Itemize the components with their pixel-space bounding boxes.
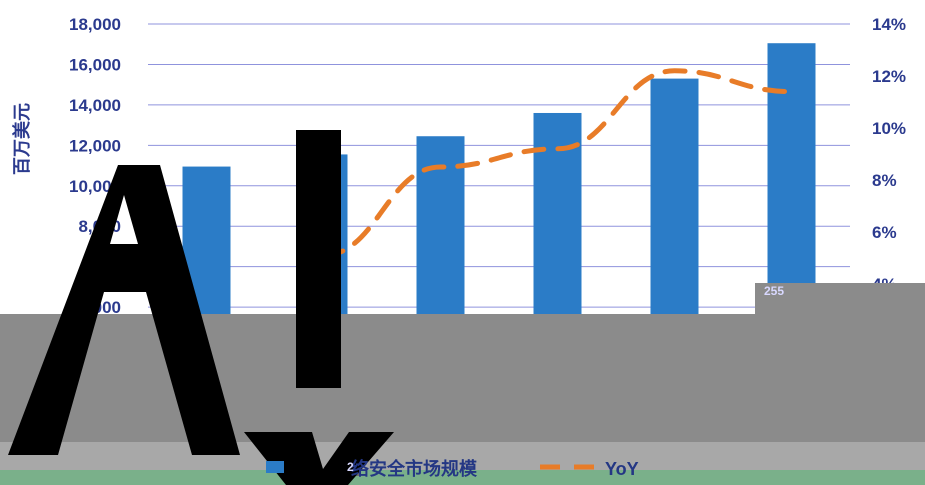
- legend-swatch: [266, 461, 284, 473]
- right-tick-label: 8%: [872, 171, 897, 190]
- bar-overlay: [296, 130, 341, 388]
- right-gray-patch: [755, 283, 925, 314]
- right-tick-label: 14%: [872, 15, 906, 34]
- small-code-text: 2: [347, 460, 354, 474]
- right-tick-label: 12%: [872, 67, 906, 86]
- image-obstructions: [0, 283, 925, 485]
- legend-label: YoY: [605, 459, 639, 479]
- green-band: [0, 470, 925, 485]
- overlay-code-text: 255: [764, 284, 784, 298]
- legend-label: 络安全市场规模: [351, 458, 478, 479]
- left-tick-label: 14,000: [69, 96, 121, 115]
- right-tick-label: 10%: [872, 119, 906, 138]
- yoy-line: [321, 68, 794, 258]
- gray-obstruction-band: [0, 314, 925, 442]
- legend: 络安全市场规模 YoY: [266, 458, 639, 479]
- lines: [321, 68, 794, 258]
- left-tick-label: 10,000: [69, 177, 121, 196]
- y-axis-label: 百万美元: [11, 103, 32, 175]
- right-tick-label: 6%: [872, 223, 897, 242]
- left-tick-label: 18,000: [69, 15, 121, 34]
- left-tick-label: 16,000: [69, 55, 121, 74]
- left-tick-label: 12,000: [69, 136, 121, 155]
- letter-a-overlay: [8, 165, 240, 455]
